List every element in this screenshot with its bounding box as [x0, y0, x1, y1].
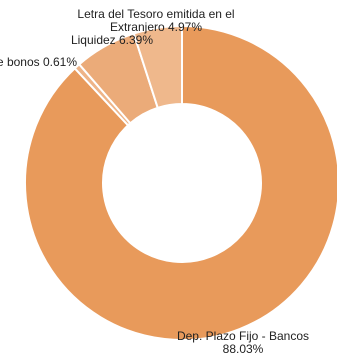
slice-label-liquidez: Liquidez 6.39%	[71, 33, 153, 47]
slice-label-letra-tesoro-line1: Letra del Tesoro emitida en el	[77, 7, 234, 21]
slice-label-letra-tesoro-line2: Extranjero 4.97%	[110, 20, 202, 34]
slice-label-dep-plazo-fijo-line1: Dep. Plazo Fijo - Bancos	[177, 329, 309, 343]
donut-slices	[24, 24, 337, 341]
slice-letra-del-tesoro-emitida-en-el-extranjero	[132, 24, 183, 110]
slice-label-cup-bonos: Cup. de bonos 0.61%	[0, 55, 77, 69]
slice-dep-plazo-fijo-bancos	[24, 24, 337, 341]
slice-label-dep-plazo-fijo-line2: 88.03%	[223, 342, 264, 356]
